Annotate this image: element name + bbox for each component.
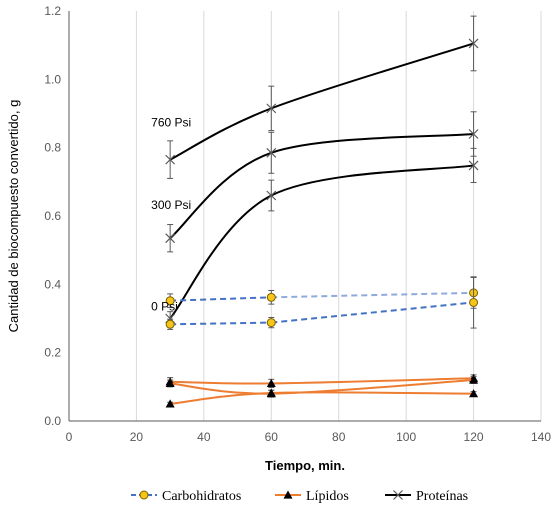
series-line	[169, 42, 474, 161]
y-tick-label: 0.0	[44, 414, 61, 428]
y-tick-label: 1.2	[44, 4, 61, 18]
y-tick-label: 0.8	[44, 141, 61, 155]
data-point	[266, 190, 277, 201]
series-layer	[165, 15, 479, 408]
x-tick-label: 40	[197, 430, 211, 444]
series-label: 760 Psi	[151, 116, 191, 130]
series-line	[170, 391, 474, 405]
legend-label: Lípidos	[306, 489, 349, 504]
y-tick-label: 0.2	[44, 346, 61, 360]
y-axis-title: Cantidad de biocompuesto convertido, g	[6, 100, 21, 333]
series-line	[170, 296, 272, 302]
axes: 0 20 40 60 80 100 120 140 0.0 0.2 0.4 0.6 0.8 1.0 1.2	[44, 4, 551, 444]
legend-item: Carbohidratos	[131, 489, 241, 504]
x-tick-label: 140	[531, 430, 551, 444]
x-tick-label: 120	[464, 430, 484, 444]
series-line	[169, 133, 474, 239]
data-point	[266, 292, 276, 302]
x-tick-label: 0	[66, 430, 73, 444]
y-tick-label: 0.4	[44, 277, 61, 291]
series-label: 300 Psi	[151, 198, 191, 212]
grid-lines	[135, 11, 542, 421]
x-tick-label: 80	[332, 430, 346, 444]
series-label: 0 Psi	[151, 300, 178, 314]
data-point	[165, 399, 175, 408]
legend-item: Proteínas	[385, 489, 468, 504]
data-point	[469, 375, 479, 384]
series-carbohidratos	[165, 277, 479, 309]
data-point	[266, 378, 276, 388]
data-point	[165, 378, 175, 388]
data-point	[165, 233, 176, 244]
x-tick-label: 60	[265, 430, 279, 444]
data-point	[266, 103, 277, 114]
y-tick-label: 1.0	[44, 72, 61, 86]
series-line	[170, 377, 474, 385]
data-point	[468, 160, 479, 171]
series-carbohidratos	[165, 276, 479, 330]
annotations: 760 Psi 300 Psi 0 Psi	[151, 116, 191, 314]
legend-item: Lípidos	[275, 489, 349, 504]
data-point	[468, 38, 479, 49]
legend-label: Proteínas	[416, 489, 468, 504]
series-line	[271, 291, 474, 299]
data-point	[165, 154, 176, 165]
legend-label: Carbohidratos	[162, 489, 241, 504]
legend-marker	[393, 490, 403, 500]
series-proteinas	[165, 15, 479, 179]
data-point	[469, 297, 479, 307]
series-lipidos	[165, 388, 479, 408]
data-point	[266, 147, 277, 158]
data-point	[468, 129, 479, 139]
data-point	[165, 319, 175, 329]
legend-marker	[139, 490, 149, 500]
data-point	[266, 388, 276, 397]
x-tick-label: 20	[130, 430, 144, 444]
x-axis-title: Tiempo, min.	[265, 458, 345, 473]
series-proteinas	[165, 111, 479, 253]
legend: Carbohidratos Lípidos Proteínas	[131, 489, 468, 504]
legend-marker	[283, 490, 293, 499]
y-tick-label: 0.6	[44, 209, 61, 223]
series-line	[271, 301, 474, 324]
data-point	[469, 389, 479, 398]
series-line	[170, 321, 272, 326]
data-point	[266, 318, 276, 328]
data-point	[165, 296, 175, 306]
x-tick-label: 100	[396, 430, 416, 444]
